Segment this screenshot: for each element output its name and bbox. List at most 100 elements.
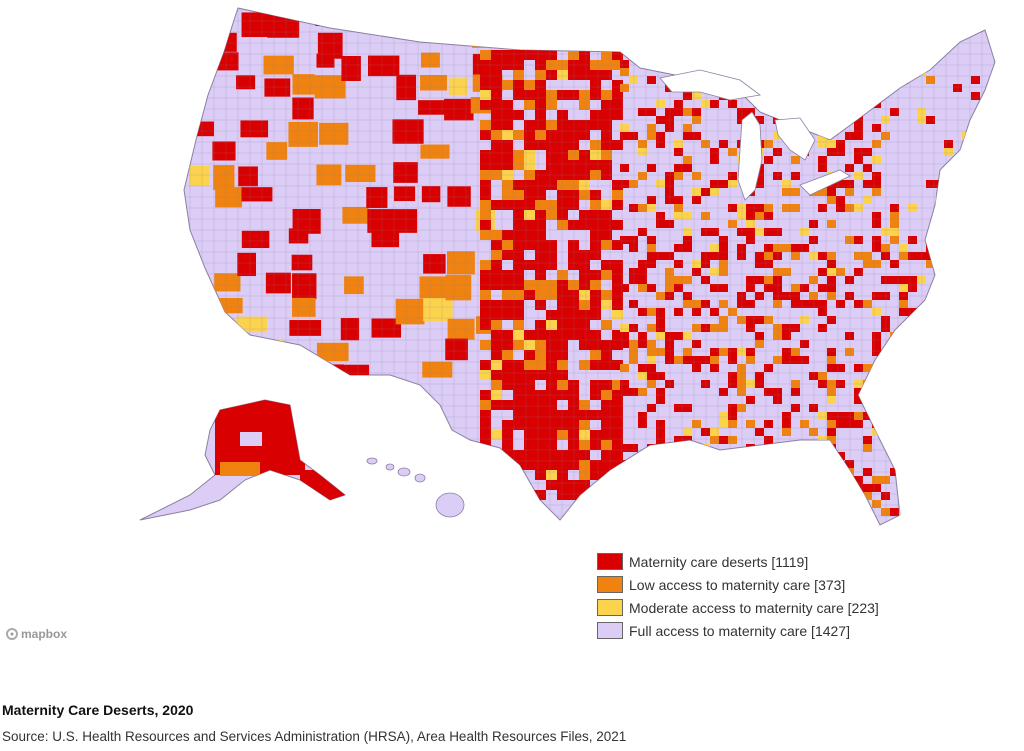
county-patch[interactable] (568, 410, 579, 420)
county-patch[interactable] (524, 420, 535, 430)
county-patch[interactable] (557, 350, 568, 360)
county-patch[interactable] (319, 122, 349, 145)
county-patch[interactable] (240, 120, 269, 138)
county-patch[interactable] (502, 250, 513, 260)
county-patch[interactable] (773, 484, 782, 492)
county-patch[interactable] (513, 360, 524, 370)
county-patch[interactable] (908, 364, 917, 372)
county-patch[interactable] (656, 316, 665, 324)
county-patch[interactable] (962, 476, 971, 484)
county-patch[interactable] (674, 164, 683, 172)
county-patch[interactable] (601, 400, 612, 410)
county-patch[interactable] (989, 268, 998, 276)
county-patch[interactable] (524, 140, 535, 150)
county-patch[interactable] (423, 254, 446, 274)
county-patch[interactable] (908, 492, 917, 500)
county-patch[interactable] (710, 524, 719, 532)
county-patch[interactable] (568, 450, 579, 460)
county-patch[interactable] (836, 180, 845, 188)
county-patch[interactable] (513, 110, 524, 120)
county-patch[interactable] (557, 90, 568, 100)
county-patch[interactable] (854, 516, 863, 524)
county-patch[interactable] (692, 364, 701, 372)
county-patch[interactable] (568, 310, 579, 320)
county-patch[interactable] (502, 270, 513, 280)
county-patch[interactable] (535, 130, 546, 140)
county-patch[interactable] (535, 470, 546, 480)
county-patch[interactable] (502, 470, 513, 480)
county-patch[interactable] (579, 120, 590, 130)
county-patch[interactable] (590, 330, 601, 340)
county-patch[interactable] (845, 164, 854, 172)
county-patch[interactable] (420, 75, 448, 91)
county-patch[interactable] (557, 130, 568, 140)
county-patch[interactable] (971, 220, 980, 228)
county-patch[interactable] (366, 187, 388, 209)
county-patch[interactable] (755, 372, 764, 380)
county-patch[interactable] (579, 70, 590, 80)
county-patch[interactable] (656, 484, 665, 492)
county-patch[interactable] (836, 116, 845, 124)
county-patch[interactable] (568, 70, 579, 80)
county-patch[interactable] (557, 360, 568, 370)
county-patch[interactable] (845, 236, 854, 244)
county-patch[interactable] (854, 484, 863, 492)
county-patch[interactable] (612, 420, 623, 430)
county-patch[interactable] (809, 300, 818, 308)
county-patch[interactable] (601, 460, 612, 470)
county-patch[interactable] (513, 300, 524, 310)
county-patch[interactable] (989, 412, 998, 420)
county-patch[interactable] (448, 78, 468, 95)
county-patch[interactable] (881, 244, 890, 252)
county-patch[interactable] (935, 180, 944, 188)
county-patch[interactable] (980, 508, 989, 516)
county-patch[interactable] (719, 412, 728, 420)
county-patch[interactable] (701, 300, 710, 308)
county-patch[interactable] (692, 420, 701, 428)
county-patch[interactable] (863, 260, 872, 268)
county-patch[interactable] (782, 180, 791, 188)
county-patch[interactable] (480, 370, 491, 380)
county-patch[interactable] (710, 180, 719, 188)
county-patch[interactable] (935, 244, 944, 252)
county-patch[interactable] (557, 490, 568, 500)
county-patch[interactable] (601, 320, 612, 330)
county-patch[interactable] (836, 108, 845, 116)
county-patch[interactable] (683, 468, 692, 476)
county-patch[interactable] (601, 150, 612, 160)
county-patch[interactable] (620, 68, 629, 76)
county-patch[interactable] (980, 356, 989, 364)
county-patch[interactable] (524, 120, 535, 130)
county-patch[interactable] (989, 260, 998, 268)
county-patch[interactable] (917, 340, 926, 348)
county-patch[interactable] (755, 100, 764, 108)
county-patch[interactable] (513, 260, 524, 270)
county-patch[interactable] (935, 388, 944, 396)
county-patch[interactable] (568, 300, 579, 310)
county-patch[interactable] (764, 140, 773, 148)
county-patch[interactable] (935, 372, 944, 380)
county-patch[interactable] (953, 492, 962, 500)
county-patch[interactable] (579, 150, 590, 160)
county-patch[interactable] (535, 100, 546, 110)
county-patch[interactable] (791, 100, 800, 108)
county-patch[interactable] (674, 140, 683, 148)
county-patch[interactable] (638, 148, 647, 156)
county-patch[interactable] (568, 140, 579, 150)
county-patch[interactable] (728, 180, 737, 188)
county-patch[interactable] (872, 220, 881, 228)
county-patch[interactable] (755, 212, 764, 220)
county-patch[interactable] (827, 428, 836, 436)
county-patch[interactable] (638, 476, 647, 484)
county-patch[interactable] (971, 524, 980, 532)
county-patch[interactable] (674, 332, 683, 340)
county-patch[interactable] (782, 84, 791, 92)
county-patch[interactable] (827, 140, 836, 148)
county-patch[interactable] (890, 508, 899, 516)
county-patch[interactable] (612, 220, 623, 230)
county-patch[interactable] (710, 324, 719, 332)
county-patch[interactable] (890, 524, 899, 532)
county-patch[interactable] (629, 180, 638, 188)
county-patch[interactable] (557, 340, 568, 350)
county-patch[interactable] (590, 220, 601, 230)
